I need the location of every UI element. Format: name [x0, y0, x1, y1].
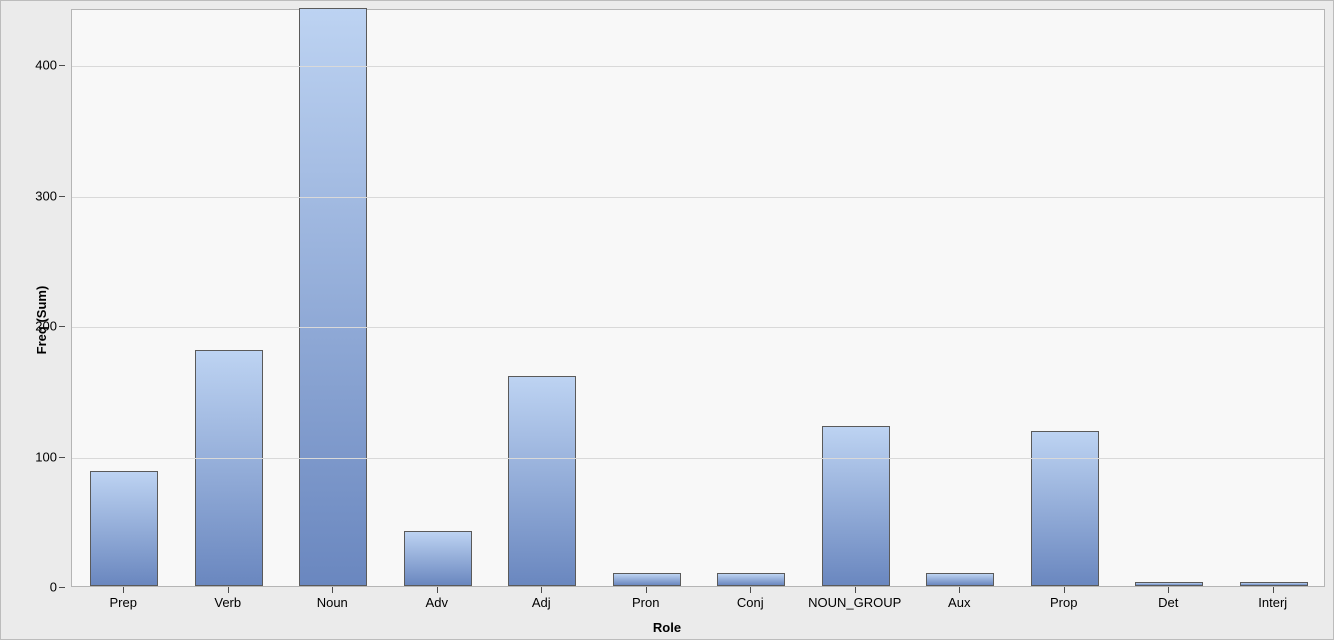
x-tick-mark — [541, 587, 542, 593]
plot-area — [71, 9, 1325, 587]
bar — [508, 376, 576, 586]
x-tick-mark — [959, 587, 960, 593]
x-tick-label: Pron — [632, 595, 659, 610]
bar — [299, 8, 367, 586]
x-tick-mark — [123, 587, 124, 593]
x-tick-label: Prep — [110, 595, 137, 610]
x-tick-label: Adj — [532, 595, 551, 610]
grid-line — [72, 66, 1324, 67]
bar — [90, 471, 158, 586]
x-tick-mark — [332, 587, 333, 593]
x-tick-mark — [437, 587, 438, 593]
x-tick-label: Prop — [1050, 595, 1077, 610]
y-tick-label: 200 — [35, 319, 57, 334]
grid-line — [72, 327, 1324, 328]
bar — [1031, 431, 1099, 586]
x-tick-label: Conj — [737, 595, 764, 610]
bar — [926, 573, 994, 586]
x-tick-mark — [750, 587, 751, 593]
bar — [195, 350, 263, 586]
x-tick-label: Verb — [214, 595, 241, 610]
x-tick-label: Aux — [948, 595, 970, 610]
chart-container: Freq (Sum) 0100200300400 PrepVerbNounAdv… — [0, 0, 1334, 640]
bar — [717, 573, 785, 586]
x-tick-mark — [646, 587, 647, 593]
x-tick-mark — [1064, 587, 1065, 593]
bars-layer — [72, 10, 1324, 586]
x-tick-mark — [1168, 587, 1169, 593]
x-tick-label: Det — [1158, 595, 1178, 610]
grid-line — [72, 197, 1324, 198]
x-tick-mark — [1273, 587, 1274, 593]
x-tick-mark — [855, 587, 856, 593]
y-tick-mark — [59, 326, 65, 327]
y-tick-label: 100 — [35, 449, 57, 464]
y-tick-mark — [59, 457, 65, 458]
x-tick-label: Noun — [317, 595, 348, 610]
x-tick-label: Adv — [426, 595, 448, 610]
x-axis-title: Role — [653, 620, 681, 635]
bar — [404, 531, 472, 586]
y-tick-mark — [59, 587, 65, 588]
y-tick-mark — [59, 196, 65, 197]
bar — [1135, 582, 1203, 586]
bar — [613, 573, 681, 586]
x-tick-label: NOUN_GROUP — [808, 595, 901, 610]
x-tick-mark — [228, 587, 229, 593]
y-tick-label: 400 — [35, 58, 57, 73]
y-tick-label: 0 — [50, 580, 57, 595]
x-tick-area: Prep Verb Noun Adv Adj Pron Conj NOUN_GROUP Aux P… — [71, 587, 1325, 617]
grid-line — [72, 458, 1324, 459]
y-tick-area: 0100200300400 — [1, 9, 71, 587]
y-tick-label: 300 — [35, 188, 57, 203]
bar — [822, 426, 890, 586]
bar — [1240, 582, 1308, 586]
x-tick-label: Interj — [1258, 595, 1287, 610]
y-tick-mark — [59, 65, 65, 66]
